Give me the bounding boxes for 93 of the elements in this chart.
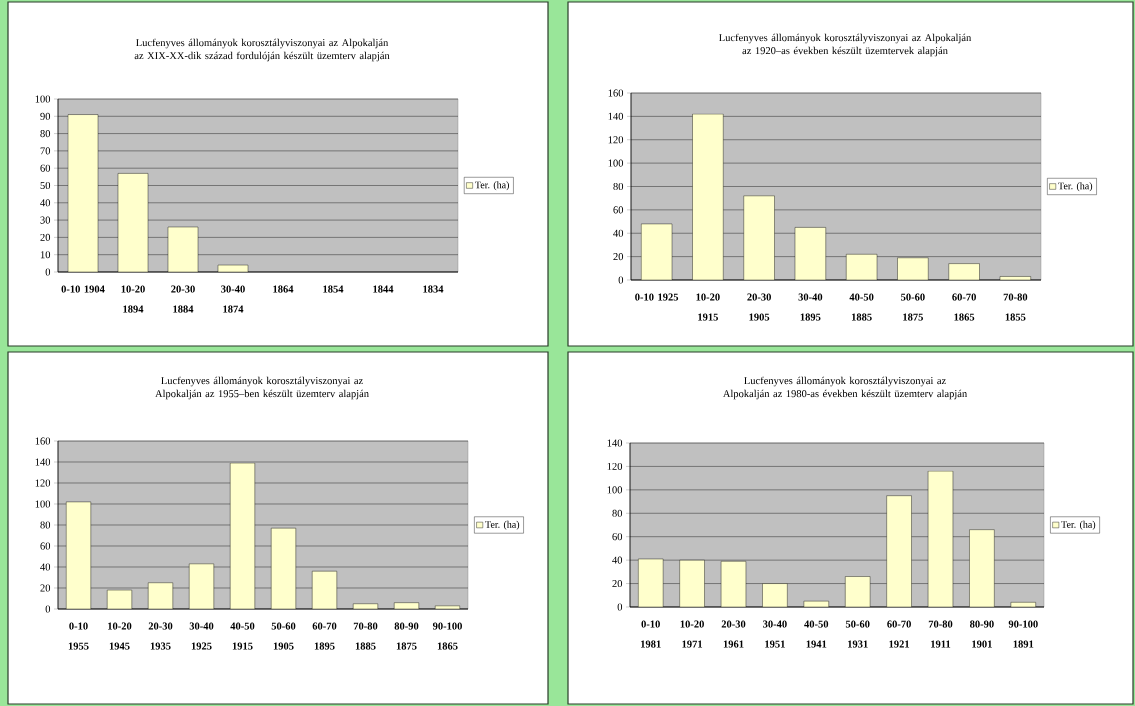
y-tick-label: 80 (612, 509, 623, 517)
bar (927, 470, 954, 607)
category-label: 10-20 1971 (680, 620, 704, 648)
chart-title: Lucfenyves állományok korosztályviszonyai az Alpokalján az XIX-XX-dik század fordulóján készült üzemterv alapján (134, 38, 390, 62)
chart-title: Lucfenyves állományok korosztályviszonyai az Alpokalján az 1955–ben készült üzemterv alapján (155, 376, 369, 400)
y-tick-label: 30 (40, 216, 51, 224)
y-tick-label: 160 (35, 437, 51, 445)
category-label: 50-60 1875 (901, 293, 925, 321)
x-tick-label: 1854 (323, 285, 344, 293)
category-label: 80-90 1875 (394, 622, 419, 650)
category-label: 0-10 1955 (68, 622, 89, 650)
y-tick-label: 140 (608, 112, 624, 120)
y-tick-label: 80 (40, 130, 51, 138)
legend-label: Ter. (ha) (1058, 182, 1093, 192)
chart-title: Lucfenyves állományok korosztályviszonyai az Alpokalján az 1920–as években készült üzemtervek alapján (719, 33, 972, 57)
bar (692, 113, 724, 280)
y-tick-label: 40 (40, 199, 51, 207)
category-label: 80-90 1901 (970, 620, 994, 648)
category-label: 70-80 1885 (353, 622, 378, 650)
x-tick-label: 1844 (373, 285, 394, 293)
y-tick-label: 100 (607, 486, 623, 494)
y-tick-label: 20 (40, 584, 51, 592)
category-label: 30-40 1951 (763, 620, 787, 648)
x-tick-label: 1834 (423, 285, 444, 293)
y-tick-label: 60 (40, 164, 51, 172)
x-tick-label: 1864 (273, 285, 294, 293)
bar (969, 529, 995, 607)
bar (679, 559, 705, 607)
y-tick-label: 0 (617, 603, 623, 611)
y-tick-label: 140 (35, 458, 51, 466)
category-label: 60-70 1865 (952, 293, 976, 321)
category-label: 40-50 1885 (849, 293, 874, 321)
category-label: 30-40 1874 (221, 285, 245, 313)
y-tick-label: 100 (35, 500, 51, 508)
category-label: 20-30 1935 (148, 622, 173, 650)
category-label: 50-60 1905 (271, 622, 296, 650)
y-tick-label: 50 (40, 181, 51, 190)
y-tick-label: 60 (613, 206, 624, 214)
category-label: 40-50 1915 (230, 622, 255, 650)
y-tick-label: 120 (607, 462, 623, 470)
y-tick-label: 60 (40, 542, 51, 550)
category-label: 60-70 1921 (887, 620, 911, 648)
bar (762, 583, 788, 607)
category-label: 90-100 1865 (432, 622, 462, 650)
category-label: 70-80 1911 (928, 620, 953, 648)
legend-label: Ter. (ha) (485, 520, 520, 530)
category-label: 50-60 1931 (845, 620, 870, 648)
category-label: 30-40 1895 (798, 293, 823, 321)
bar (743, 195, 775, 280)
category-label: 10-20 1915 (696, 293, 720, 321)
y-tick-label: 40 (613, 229, 624, 237)
y-tick-label: 10 (40, 251, 51, 259)
category-label: 90-100 1891 (1008, 620, 1038, 648)
category-label: 0-10 1981 (641, 620, 661, 648)
category-label: 20-30 1905 (747, 293, 771, 321)
category-label: 70-80 1855 (1003, 293, 1028, 321)
category-label: 60-70 1895 (312, 622, 337, 650)
y-tick-label: 140 (607, 439, 623, 447)
y-tick-label: 100 (608, 159, 624, 167)
y-tick-label: 90 (40, 112, 51, 120)
y-tick-label: 20 (613, 253, 624, 261)
y-tick-label: 20 (612, 580, 623, 588)
category-label: 20-30 1884 (171, 285, 195, 313)
y-tick-label: 160 (608, 89, 624, 97)
x-tick-label: 0-10 1925 (635, 293, 679, 301)
y-tick-label: 0 (618, 276, 624, 284)
bar (794, 227, 826, 280)
y-tick-label: 100 (35, 95, 51, 103)
bar (67, 114, 99, 272)
legend-label: Ter. (ha) (475, 181, 509, 191)
bar (117, 173, 149, 272)
y-tick-label: 120 (35, 479, 51, 487)
bar (641, 223, 673, 280)
category-label: 10-20 1945 (108, 622, 132, 650)
category-label: 40-50 1941 (804, 620, 829, 648)
legend-label: Ter. (ha) (1061, 520, 1096, 530)
y-tick-label: 0 (45, 605, 51, 613)
y-tick-label: 0 (45, 268, 51, 276)
y-tick-label: 80 (40, 521, 51, 529)
bar (886, 495, 912, 607)
category-label: 20-30 1961 (721, 620, 746, 648)
y-tick-label: 60 (612, 533, 623, 541)
y-tick-label: 70 (40, 147, 51, 155)
y-tick-label: 40 (40, 563, 51, 571)
x-tick-label: 0-10 1904 (61, 285, 105, 293)
category-label: 10-20 1894 (121, 285, 145, 313)
y-tick-label: 120 (608, 136, 624, 144)
chart-title: Lucfenyves állományok korosztályviszonyai az Alpokalján az 1980-as években készült üzemterv alapján (722, 376, 968, 400)
y-tick-label: 20 (40, 233, 51, 241)
category-label: 30-40 1925 (189, 622, 214, 650)
bar (897, 257, 929, 280)
y-tick-label: 80 (613, 182, 624, 191)
y-tick-label: 40 (612, 556, 623, 564)
